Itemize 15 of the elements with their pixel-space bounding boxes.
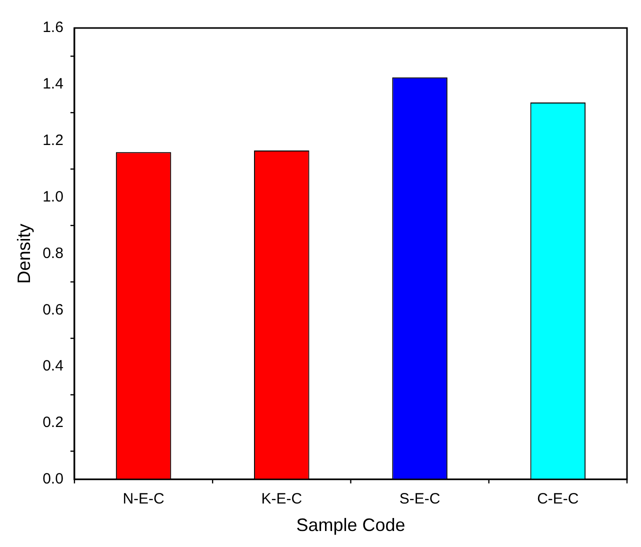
- x-tick-label: N-E-C: [122, 490, 165, 508]
- y-tick-label: 0.4: [42, 358, 64, 375]
- x-tick-label: S-E-C: [399, 490, 440, 508]
- y-tick-label: 0.2: [42, 414, 64, 432]
- x-axis-title: Sample Code: [296, 515, 406, 536]
- y-tick-label: 1.4: [42, 76, 64, 93]
- y-axis-title: Density: [14, 224, 34, 284]
- y-tick-label: 1.6: [42, 19, 64, 36]
- y-tick-label: 1.0: [42, 188, 64, 206]
- y-tick-label: 0.0: [42, 470, 64, 488]
- y-tick-label: 0.8: [42, 244, 64, 262]
- y-tick-label: 0.6: [42, 301, 64, 318]
- x-tick-label: C-E-C: [537, 490, 579, 508]
- y-tick-label: 1.2: [42, 132, 64, 149]
- x-tick-label: K-E-C: [261, 490, 302, 508]
